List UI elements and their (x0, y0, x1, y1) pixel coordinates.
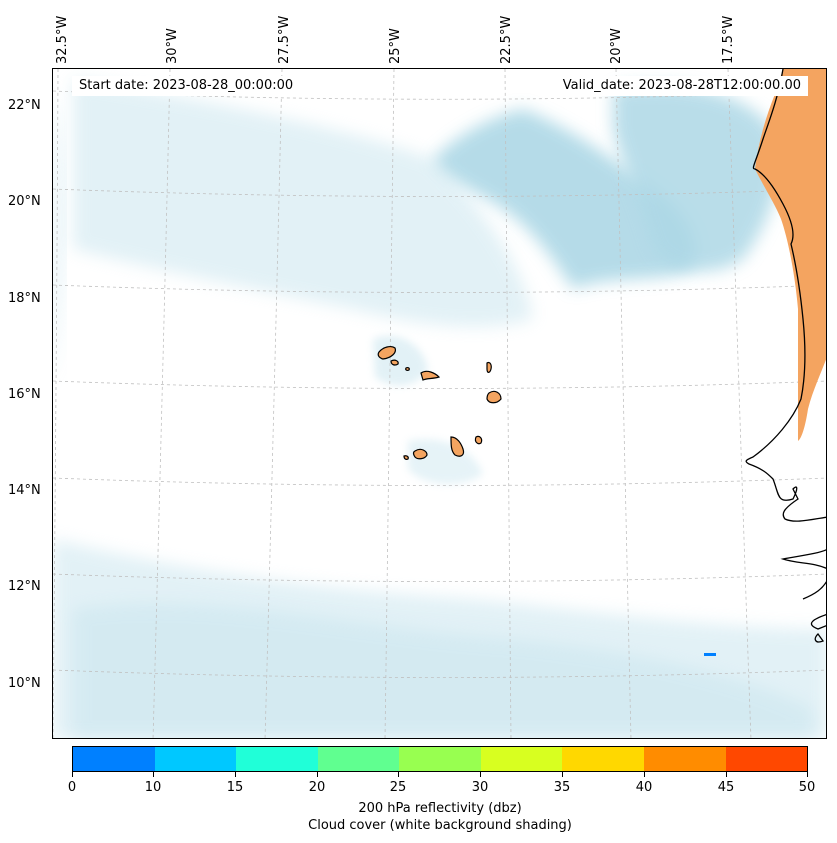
colorbar-sublabel: Cloud cover (white background shading) (308, 818, 572, 833)
island-sao-nicolau (420, 370, 441, 381)
cloud-band-south-inner (73, 603, 813, 738)
colorbar-segment (317, 747, 400, 771)
colorbar-tick-label: 35 (553, 780, 571, 795)
cloud-haze-west (53, 69, 65, 389)
cloud-haze-islands (373, 335, 428, 386)
lon-label: 22.5°W (499, 15, 514, 64)
cloud-mass-north (433, 109, 696, 289)
lon-label: 32.5°W (55, 15, 70, 64)
colorbar-tick (72, 772, 73, 777)
island-fogo (412, 448, 428, 460)
colorbar (72, 746, 808, 772)
lat-label: 12°N (8, 579, 41, 594)
colorbar-segment (73, 747, 155, 771)
lon-label: 17.5°W (721, 15, 736, 64)
island-maio (474, 435, 483, 445)
cloud-cover-shading (53, 69, 826, 738)
lat-label: 10°N (8, 676, 41, 691)
cape-verde-islands (377, 346, 502, 460)
lon-label: 27.5°W (277, 15, 292, 64)
lon-label: 25°W (388, 28, 403, 64)
cloud-haze-islands-south (408, 439, 483, 485)
valid-date-label: Valid_date: 2023-08-28T12:00:00.00 (555, 76, 808, 96)
lon-label: 20°W (609, 28, 624, 64)
lon-label: 30°W (165, 28, 180, 64)
lat-label: 16°N (8, 387, 41, 402)
graticule (53, 69, 826, 738)
lat-label: 22°N (8, 98, 41, 113)
colorbar-tick-label: 40 (635, 780, 653, 795)
colorbar-tick-label: 20 (308, 780, 326, 795)
island-sal (486, 361, 492, 373)
colorbar-tick-label: 10 (144, 780, 162, 795)
colorbar-tick (235, 772, 236, 777)
colorbar-tick-label: 0 (67, 780, 77, 795)
cloud-mass-northeast (613, 85, 779, 272)
lat-label: 14°N (8, 483, 41, 498)
land (745, 69, 826, 643)
colorbar-segment (399, 747, 481, 771)
island-sao-vicente (390, 359, 399, 366)
colorbar-tick (317, 772, 318, 777)
colorbar-segment (154, 747, 237, 771)
colorbar-tick (480, 772, 481, 777)
island-santa-luzia (405, 367, 410, 371)
colorbar-segment (643, 747, 726, 771)
colorbar-tick-label: 45 (717, 780, 735, 795)
colorbar-tick (153, 772, 154, 777)
colorbar-tick-label: 15 (226, 780, 244, 795)
colorbar-tick (562, 772, 563, 777)
colorbar-tick-label: 25 (389, 780, 407, 795)
map-canvas (53, 69, 826, 738)
colorbar-tick (807, 772, 808, 777)
mainland-africa (755, 69, 826, 441)
island-santo-antao (377, 346, 396, 360)
island-brava (403, 455, 409, 460)
map-panel (52, 68, 827, 739)
colorbar-tick (644, 772, 645, 777)
colorbar-segment (480, 747, 563, 771)
colorbar-label: 200 hPa reflectivity (dbz) (358, 801, 522, 816)
island-santiago (450, 436, 465, 457)
lat-label: 20°N (8, 194, 41, 209)
reflectivity-patch (704, 653, 716, 656)
colorbar-segment (562, 747, 644, 771)
lat-label: 18°N (8, 291, 41, 306)
colorbar-tick (398, 772, 399, 777)
island-boa-vista (486, 390, 502, 404)
cloud-haze-north (73, 79, 533, 327)
coastline (745, 69, 826, 643)
colorbar-segment (725, 747, 808, 771)
colorbar-tick-label: 50 (798, 780, 816, 795)
colorbar-segment (236, 747, 318, 771)
colorbar-tick (726, 772, 727, 777)
start-date-label: Start date: 2023-08-28_00:00:00 (72, 76, 301, 96)
colorbar-tick-label: 30 (471, 780, 489, 795)
